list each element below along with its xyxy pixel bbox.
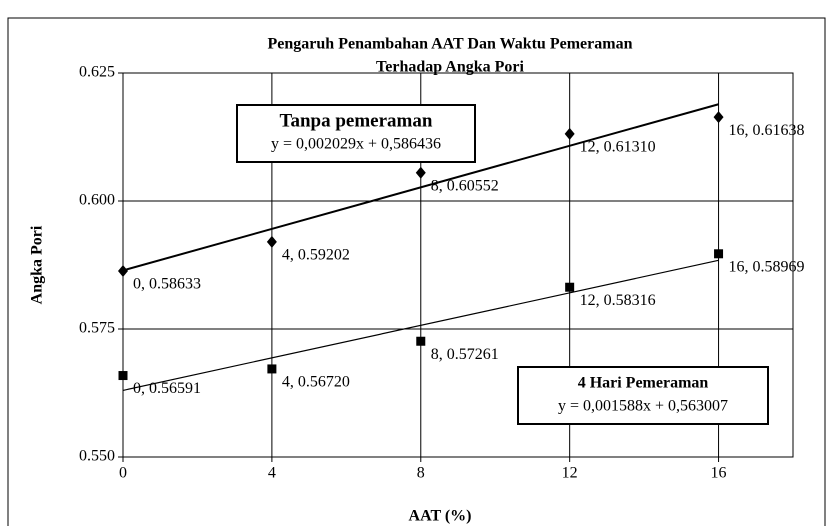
marker	[267, 364, 277, 374]
data-label: 16, 0.61638	[729, 122, 805, 139]
x-axis-title: AAT (%)	[409, 508, 472, 525]
data-label: 4, 0.56720	[282, 374, 350, 391]
y-tick-label: 0.550	[79, 448, 115, 465]
x-tick-label: 4	[268, 465, 276, 482]
marker	[714, 249, 724, 259]
trendline-equation: y = 0,002029x + 0,586436	[271, 136, 441, 153]
marker	[416, 336, 426, 346]
marker	[565, 282, 575, 292]
x-tick-label: 8	[417, 465, 425, 482]
marker	[266, 235, 277, 248]
data-label: 16, 0.58969	[729, 258, 805, 275]
x-tick-label: 12	[562, 465, 578, 482]
data-label: 0, 0.56591	[133, 380, 201, 397]
marker	[713, 111, 724, 124]
y-tick-label: 0.625	[79, 64, 115, 81]
y-tick-label: 0.575	[79, 320, 115, 337]
x-tick-label: 16	[711, 465, 727, 482]
legend-label: 4 Hari Pemeraman	[578, 375, 709, 392]
legend-label: Tanpa pemeraman	[280, 110, 433, 131]
marker	[118, 371, 128, 381]
trendline	[122, 103, 719, 272]
marker	[564, 127, 575, 140]
legend-box	[236, 104, 476, 163]
y-axis-title: Angka Pori	[29, 225, 46, 304]
data-label: 4, 0.59202	[282, 247, 350, 264]
chart-border	[7, 17, 826, 526]
legend-box	[517, 366, 769, 425]
data-label: 8, 0.60552	[431, 177, 499, 194]
data-label: 8, 0.57261	[431, 346, 499, 363]
trendline	[122, 259, 719, 391]
chart-subtitle: Terhadap Angka Pori	[376, 59, 524, 76]
y-tick-label: 0.600	[79, 192, 115, 209]
trendline-equation: y = 0,001588x + 0,563007	[558, 398, 728, 415]
marker	[118, 264, 128, 277]
x-tick-label: 0	[119, 465, 127, 482]
chart-title: Pengaruh Penambahan AAT Dan Waktu Pemera…	[268, 36, 633, 53]
data-label: 0, 0.58633	[133, 276, 201, 293]
marker	[415, 166, 426, 179]
data-label: 12, 0.58316	[580, 292, 656, 309]
data-label: 12, 0.61310	[580, 139, 656, 156]
